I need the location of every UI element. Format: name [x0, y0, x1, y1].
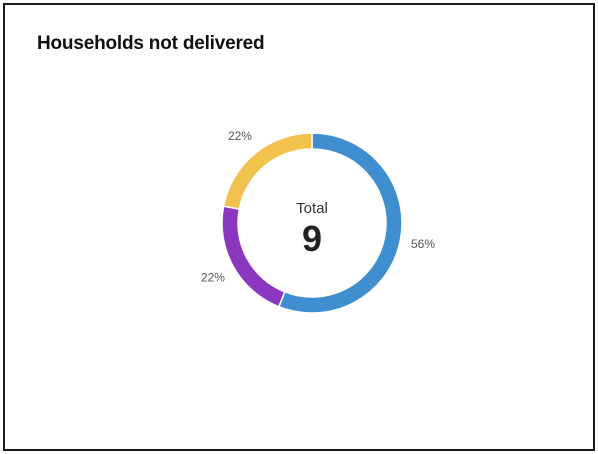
center-label: Total [296, 200, 328, 217]
chart-card: Households not delivered 56% 22% 22% Total… [3, 3, 595, 451]
donut-chart: 56% 22% 22% Total 9 [201, 129, 435, 314]
chart-title: Households not delivered [37, 33, 265, 54]
donut-slices [221, 132, 403, 314]
slice-label-1: 22% [201, 270, 225, 284]
donut-slice-0 [277, 132, 403, 314]
slice-label-2: 22% [228, 129, 252, 143]
slice-label-0: 56% [411, 237, 435, 251]
center-value: 9 [302, 218, 322, 259]
slice-labels: 56% 22% 22% [201, 129, 435, 285]
donut-slice-1 [221, 205, 286, 308]
donut-slice-2 [222, 132, 313, 211]
